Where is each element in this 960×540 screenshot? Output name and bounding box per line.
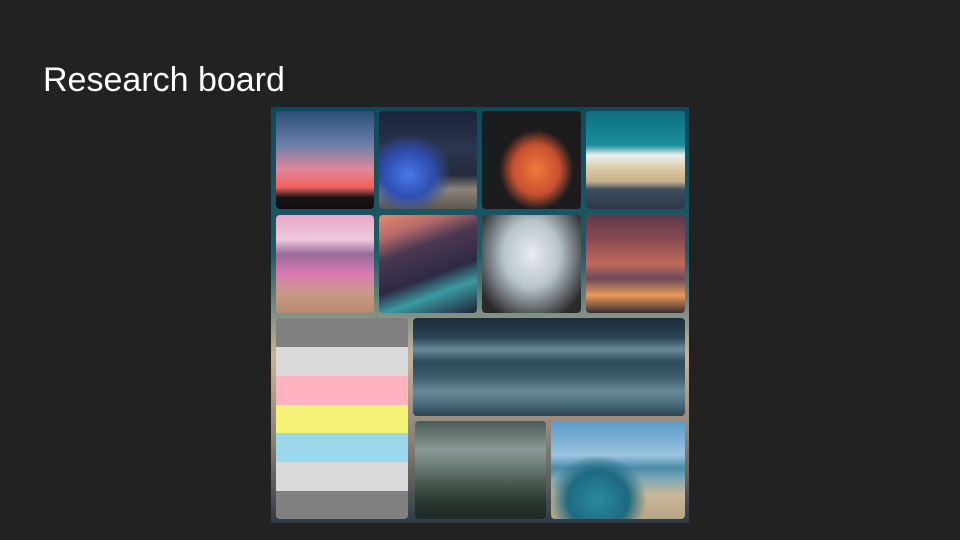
- swatch: [276, 433, 408, 462]
- night-beach-photo: [379, 111, 477, 209]
- beach-hand-photo: [551, 421, 685, 519]
- palm-forest-photo: [415, 421, 546, 519]
- swatch: [276, 405, 408, 433]
- mirror-photo: [482, 111, 581, 209]
- swatch: [276, 462, 408, 491]
- color-palette: [276, 318, 408, 519]
- sunset-photo: [276, 111, 374, 209]
- swatch: [276, 491, 408, 519]
- palm-silhouette-photo: [482, 215, 581, 313]
- dusk-shore-photo: [379, 215, 477, 313]
- slide-title: Research board: [43, 61, 285, 99]
- swatch: [276, 318, 408, 347]
- swatch: [276, 376, 408, 405]
- swatch: [276, 347, 408, 376]
- pink-coast-photo: [276, 215, 374, 313]
- cloudy-sunset-photo: [586, 215, 685, 313]
- mood-board: [271, 107, 689, 523]
- aerial-beach-photo: [586, 111, 685, 209]
- wave-photo: [413, 318, 685, 416]
